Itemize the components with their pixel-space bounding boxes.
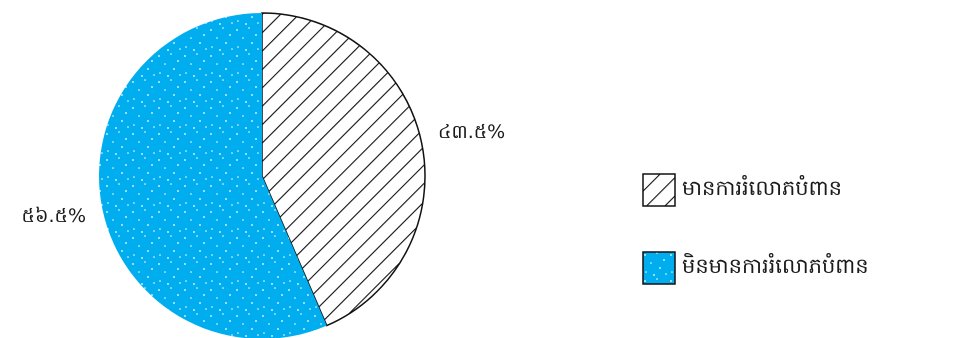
- legend-item-2: មិនមានការរំលោភបំពាន: [642, 250, 869, 286]
- pie-slice-1: [261, 12, 426, 327]
- pie-labels: ៤៣.៥% ៥៦.៥%: [22, 121, 506, 227]
- legend: មានការរំលោភបំពាន មិនមានការរំលោភបំពាន: [642, 172, 869, 328]
- legend-label-2: មិនមានការរំលោភបំពាន: [682, 253, 869, 278]
- pie-slice-2: [99, 13, 327, 338]
- legend-item-1: មានការរំលោភបំពាន: [642, 172, 869, 208]
- legend-swatch-dots: [642, 251, 676, 285]
- legend-swatch-hatch: [642, 173, 676, 207]
- pie-slices: [99, 12, 426, 338]
- slice-label-1: ៤៣.៥%: [438, 121, 505, 143]
- slice-label-2: ៥៦.៥%: [22, 205, 86, 227]
- legend-label-1: មានការរំលោភបំពាន: [682, 175, 842, 200]
